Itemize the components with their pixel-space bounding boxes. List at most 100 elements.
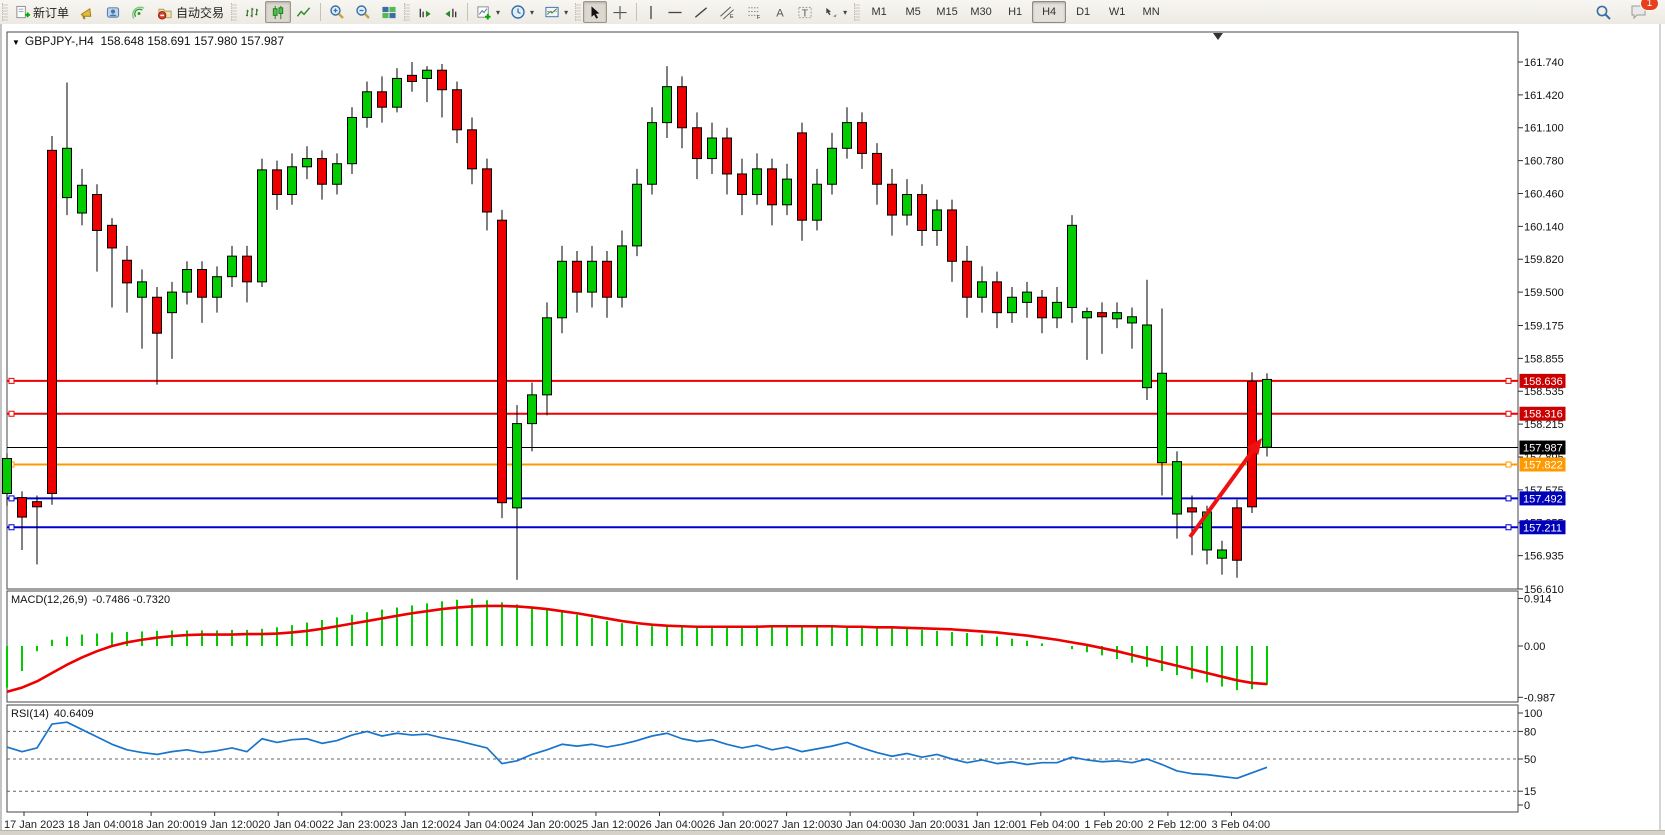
text-label-icon: T [797,5,813,20]
chart-symbol-period: GBPJPY-,H4 [24,34,94,48]
rsi-indicator-label: RSI(14) 40.6409 [11,708,94,720]
svg-text:158.316: 158.316 [1523,409,1563,421]
svg-text:3 Feb 04:00: 3 Feb 04:00 [1211,819,1270,831]
time-axis[interactable]: 17 Jan 2023 18 Jan 04:00 18 Jan 20:00 19 Ja… [4,812,1270,831]
auto-trading-button[interactable]: 自动交易 [152,1,229,23]
signal-icon [131,5,147,20]
timeframe-M1[interactable]: M1 [871,6,887,18]
svg-text:161.100: 161.100 [1524,123,1564,135]
macd-histogram [6,598,1268,691]
svg-text:15: 15 [1524,786,1536,798]
text-label-tool-button[interactable]: T [792,1,818,23]
cursor-tool-button[interactable] [583,1,608,23]
autoscroll-button[interactable] [412,1,438,23]
cursor-icon [588,5,602,20]
template-icon [544,5,560,20]
shapes-button[interactable]: ▾ [818,1,852,23]
candlestick-chart-icon [270,5,286,20]
horn-icon [79,5,95,20]
timeframe-H4[interactable]: H4 [1032,1,1067,23]
svg-text:25 Jan 12:00: 25 Jan 12:00 [576,819,640,831]
line-chart-button[interactable] [291,1,317,23]
tile-windows-icon [381,5,397,20]
channel-tool-button[interactable]: E [714,1,741,23]
fibonacci-tool-button[interactable]: F [741,1,768,23]
new-order-button[interactable]: 新订单 [10,1,74,23]
vertical-line-tool-button[interactable] [640,1,662,23]
timeframe-W1[interactable]: W1 [1108,6,1126,18]
horn-button[interactable] [74,1,100,23]
chat-button[interactable]: 1 [1625,0,1659,23]
rsi-value: 40.6409 [53,708,94,720]
collapse-triangle-icon[interactable]: ▼ [12,38,20,47]
chevron-down-icon: ▾ [564,7,569,17]
svg-text:158.215: 158.215 [1524,419,1564,431]
rsi-name: RSI(14) [11,708,49,720]
tile-windows-button[interactable] [376,1,402,23]
svg-text:157.211: 157.211 [1523,522,1562,534]
trade-signal-arrow[interactable] [1188,438,1262,539]
timeframe-D1[interactable]: D1 [1076,6,1091,18]
macd-indicator-label: MACD(12,26,9) -0.7486 -0.7320 [11,594,170,606]
timeframe-M5[interactable]: M5 [905,6,921,18]
timeframe-MN[interactable]: MN [1142,6,1160,18]
svg-text:30 Jan 20:00: 30 Jan 20:00 [894,819,958,831]
timeframe-M15[interactable]: M15 [936,6,958,18]
toolbar-grip[interactable] [2,3,8,21]
trendline-icon [693,5,709,20]
svg-text:27 Jan 12:00: 27 Jan 12:00 [767,819,831,831]
zoom-in-button[interactable] [324,1,350,23]
candlestick-chart-button[interactable] [265,1,292,23]
chart-shift-marker[interactable] [1213,33,1223,40]
svg-text:50: 50 [1524,754,1536,766]
svg-text:31 Jan 12:00: 31 Jan 12:00 [957,819,1021,831]
svg-text:0.00: 0.00 [1524,641,1545,653]
channel-icon: E [719,5,736,20]
candlestick-series[interactable] [2,62,1272,580]
svg-text:F: F [757,15,761,20]
search-icon [1595,4,1612,21]
macd-values: -0.7486 -0.7320 [92,594,171,606]
toolbar-grip[interactable] [404,3,411,21]
crosshair-tool-button[interactable] [607,1,633,23]
chevron-down-icon: ▾ [530,7,535,17]
bar-chart-button[interactable] [239,1,265,23]
svg-text:160.780: 160.780 [1524,156,1564,168]
trendline-tool-button[interactable] [688,1,714,23]
text-tool-button[interactable]: A [768,1,792,23]
svg-text:23 Jan 12:00: 23 Jan 12:00 [385,819,449,831]
svg-text:26 Jan 20:00: 26 Jan 20:00 [703,819,767,831]
periods-button[interactable]: ▾ [505,1,539,23]
svg-text:159.820: 159.820 [1524,254,1564,266]
chart-shift-button[interactable] [438,1,464,23]
toolbar-grip[interactable] [231,3,238,21]
notification-badge: 1 [1640,0,1659,11]
svg-text:158.636: 158.636 [1523,376,1563,388]
svg-text:22 Jan 23:00: 22 Jan 23:00 [322,819,386,831]
timeframe-H1[interactable]: H1 [1008,6,1023,18]
templates-button[interactable]: ▾ [539,1,573,23]
horizontal-line-tool-button[interactable] [662,1,688,23]
timeframe-toolbar: M1 M5 M15 M30 H1 H4 D1 W1 MN [862,1,1168,23]
search-button[interactable] [1590,1,1617,23]
macd-signal-line [6,604,1268,694]
signal-button[interactable] [126,1,152,23]
shapes-icon [823,5,839,20]
period-icon [510,4,526,20]
autotrading-icon [157,5,173,20]
svg-text:158.855: 158.855 [1524,353,1564,365]
autoscroll-icon [417,5,433,20]
toolbar-grip[interactable] [575,3,582,21]
price-axis[interactable]: 161.740 161.420 161.100 160.780 160.460 160.1… [1518,57,1566,596]
market-button[interactable] [100,1,126,23]
horizontal-line-icon [667,5,683,20]
svg-text:26 Jan 04:00: 26 Jan 04:00 [640,819,704,831]
market-icon [105,5,121,20]
chart-canvas[interactable]: 161.740 161.420 161.100 160.780 160.460 160.1… [0,24,1665,835]
svg-text:157.987: 157.987 [1523,443,1563,455]
toolbar-grip[interactable] [854,3,861,21]
indicators-button[interactable]: ▾ [471,1,505,23]
zoom-out-button[interactable] [350,1,376,23]
timeframe-M30[interactable]: M30 [970,6,992,18]
